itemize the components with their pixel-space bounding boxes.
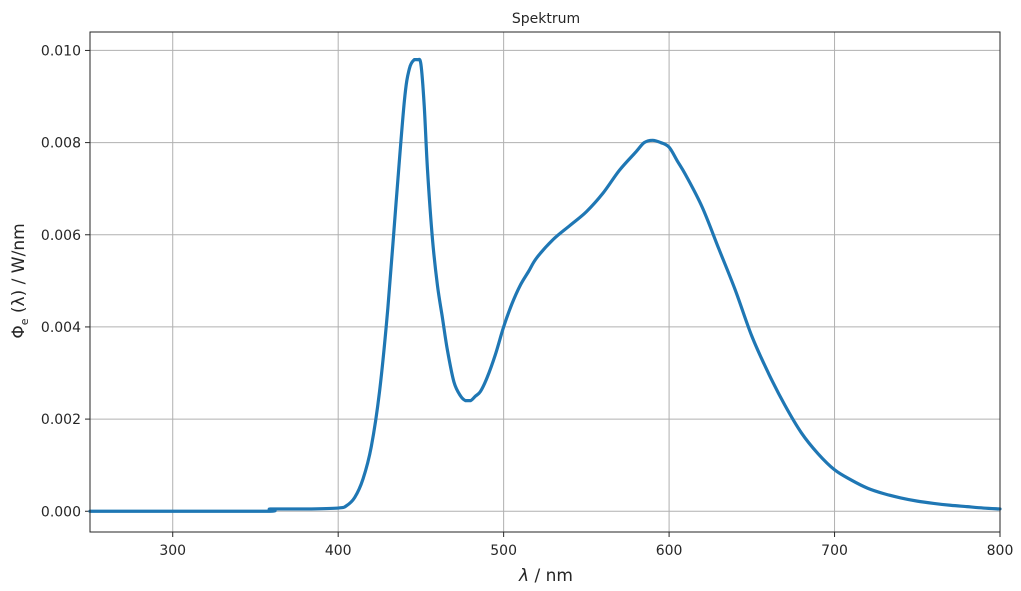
- x-tick-label: 600: [656, 543, 683, 559]
- x-tick-label: 800: [987, 543, 1014, 559]
- y-tick-label: 0.006: [41, 228, 81, 244]
- x-axis-label-unit: / nm: [529, 566, 573, 586]
- x-tick-label: 700: [821, 543, 848, 559]
- plot-frame: [89, 31, 1001, 533]
- x-tick-label: 400: [325, 543, 352, 559]
- y-tick-label: 0.002: [41, 412, 81, 428]
- y-axis-label-unit: / W/nm: [9, 223, 29, 289]
- grid: [90, 32, 1001, 532]
- y-axis-label-symbol: Φ: [9, 325, 29, 338]
- y-tick-label: 0.010: [41, 43, 81, 59]
- x-axis-label: λ / nm: [518, 566, 573, 586]
- y-tick-label: 0.004: [41, 320, 81, 336]
- x-axis-ticks: 300 400 500 600 700 800: [159, 532, 1013, 559]
- series-layer: [88, 57, 1002, 513]
- y-axis-label: Φe (λ) / W/nm: [9, 223, 31, 338]
- chart-title: Spektrum: [512, 11, 580, 27]
- x-tick-label: 300: [159, 543, 186, 559]
- x-axis-label-symbol: λ: [518, 566, 529, 586]
- y-tick-label: 0.008: [41, 136, 81, 152]
- y-axis-ticks: 0.000 0.002 0.004 0.006 0.008 0.010: [41, 43, 90, 520]
- y-tick-label: 0.000: [41, 504, 81, 520]
- spectrum-line: [88, 57, 1002, 513]
- y-axis-label-arg: (λ): [9, 290, 29, 319]
- y-axis-label-subscript: e: [18, 318, 31, 325]
- x-tick-label: 500: [490, 543, 517, 559]
